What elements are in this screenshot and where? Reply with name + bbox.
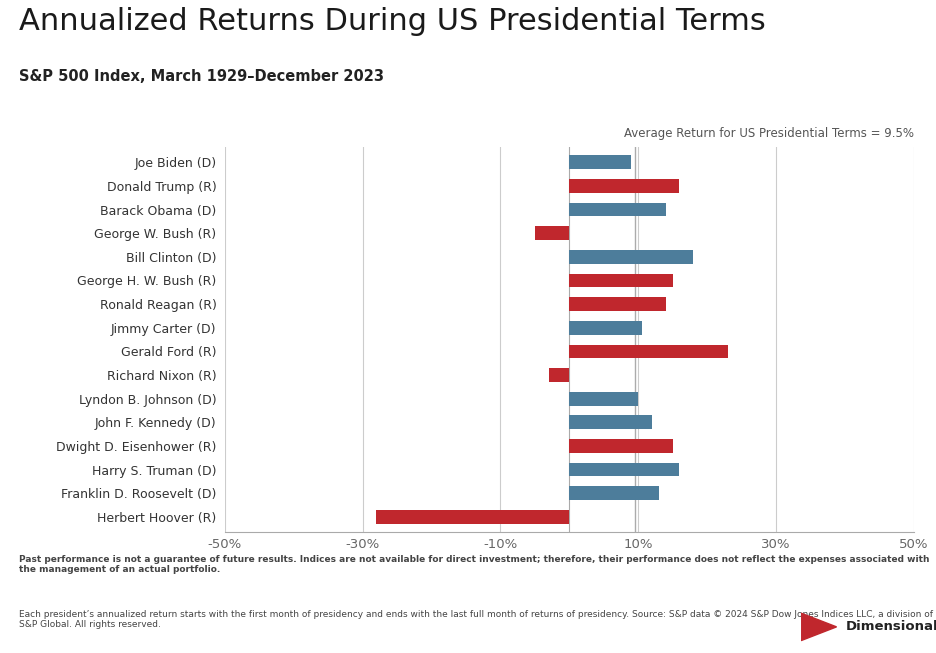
- Polygon shape: [800, 613, 836, 641]
- Bar: [548, 368, 568, 382]
- Text: S&P 500 Index, March 1929–December 2023: S&P 500 Index, March 1929–December 2023: [19, 69, 384, 84]
- Bar: [568, 463, 679, 477]
- Text: Each president’s annualized return starts with the first month of presidency and: Each president’s annualized return start…: [19, 610, 931, 629]
- Text: Past performance is not a guarantee of future results. Indices are not available: Past performance is not a guarantee of f…: [19, 555, 929, 575]
- Bar: [568, 486, 658, 500]
- Bar: [568, 415, 651, 429]
- Text: Annualized Returns During US Presidential Terms: Annualized Returns During US Presidentia…: [19, 7, 765, 35]
- Bar: [568, 297, 665, 311]
- Bar: [568, 274, 672, 287]
- Bar: [376, 510, 568, 524]
- Text: Average Return for US Presidential Terms = 9.5%: Average Return for US Presidential Terms…: [623, 127, 913, 140]
- Bar: [568, 392, 637, 406]
- Bar: [568, 179, 679, 193]
- Bar: [568, 155, 631, 169]
- Text: Dimensional: Dimensional: [844, 620, 936, 633]
- Bar: [568, 202, 665, 216]
- Bar: [568, 439, 672, 453]
- Bar: [568, 250, 693, 264]
- Bar: [568, 321, 641, 334]
- Bar: [534, 227, 568, 240]
- Bar: [568, 345, 727, 358]
